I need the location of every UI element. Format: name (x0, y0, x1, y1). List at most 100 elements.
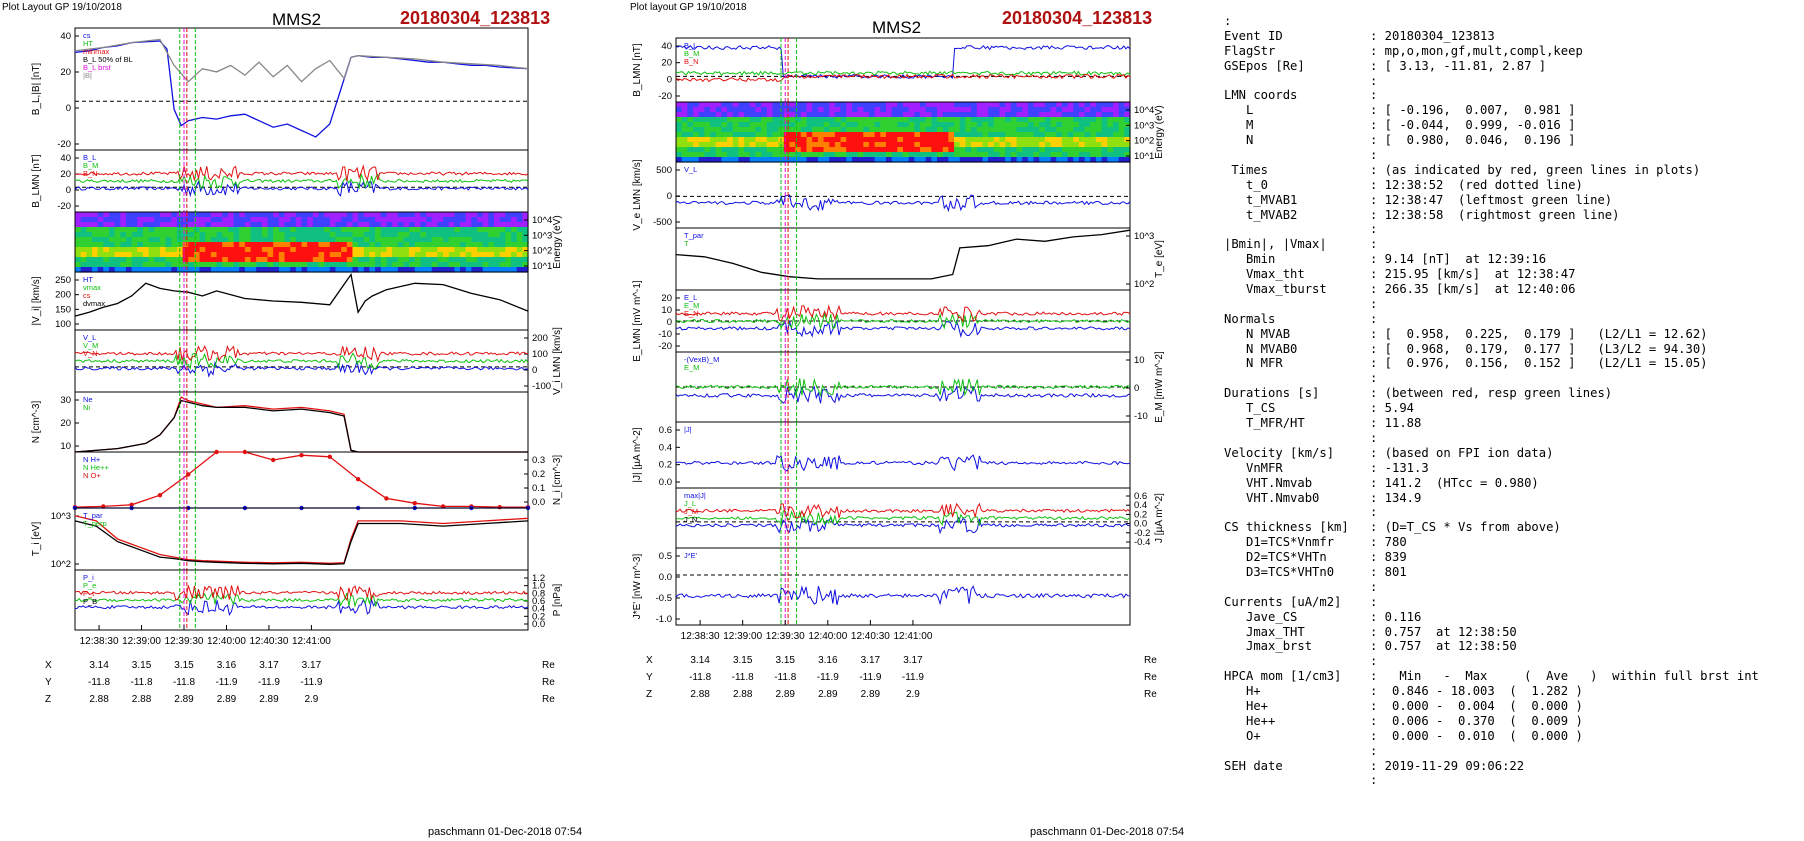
spectrogram-cell (278, 267, 286, 273)
spectrogram-cell (1044, 127, 1052, 133)
info-key: |Bmin|, |Vmax| (1224, 237, 1327, 252)
spectrogram-cell (800, 127, 808, 133)
spectrogram-cell (738, 132, 745, 138)
spectrogram-cell (477, 217, 484, 223)
spectrogram-cell (806, 117, 813, 123)
spectrogram-cell (880, 112, 887, 118)
spectrogram-cell (1118, 132, 1125, 138)
spectrogram-cell (863, 142, 870, 148)
spectrogram-cell (131, 232, 138, 238)
spectrogram-cell (312, 237, 320, 243)
spectrogram-cell (273, 227, 280, 233)
spectrogram-cell (727, 102, 734, 108)
spectrogram-cell (687, 112, 694, 118)
spectrogram-cell (789, 157, 796, 163)
spectrogram-cell (738, 112, 745, 118)
spectrogram-cell (1044, 152, 1052, 158)
spectrogram-cell (244, 252, 252, 258)
spectrogram-cell (307, 252, 314, 258)
spectrogram-cell (329, 222, 337, 228)
spectrogram-cell (380, 232, 388, 238)
spectrogram-cell (800, 117, 808, 123)
spectrogram-cell (210, 257, 218, 263)
info-key: T_CS (1224, 401, 1276, 416)
spectrogram-cell (80, 232, 87, 238)
spectrogram-cell (908, 152, 915, 158)
spectrogram-cell (880, 117, 887, 123)
spectrogram-cell (397, 217, 405, 223)
spectrogram-cell (176, 227, 184, 233)
spectrogram-cell (324, 267, 331, 273)
spectrogram-cell (324, 212, 331, 218)
spectrogram-cell (460, 232, 467, 238)
spectrogram-cell (386, 212, 393, 218)
y-tick-label: 20 (661, 58, 672, 69)
spectrogram-cell (1050, 132, 1057, 138)
spectrogram-cell (91, 247, 99, 253)
spectrogram-cell (693, 122, 700, 128)
spectrogram-cell (988, 132, 995, 138)
spectrogram-cell (284, 267, 291, 273)
spectrogram-cell (976, 117, 984, 123)
spectrogram-cell (443, 257, 450, 263)
spectrogram-cell (312, 262, 320, 268)
spectrogram-cell (97, 267, 104, 273)
spectrogram-cell (1084, 122, 1091, 128)
spectrogram-cell (108, 242, 116, 248)
spectrogram-cell (426, 232, 433, 238)
spectrogram-cell (108, 237, 116, 243)
spectrogram-cell (301, 227, 308, 233)
spectrogram-cell (312, 252, 320, 258)
spectrogram-cell (499, 247, 506, 253)
spectrogram-cell (1112, 112, 1120, 118)
spectrogram-cell (1078, 107, 1086, 113)
spectrogram-cell (256, 257, 263, 263)
spectrogram-cell (761, 132, 768, 138)
spectrogram-cell (318, 252, 325, 258)
spectrogram-cell (477, 227, 484, 233)
info-line: Velocity [km/s]: (based on FPI ion data) (1224, 446, 1759, 461)
spectrogram-cell (142, 262, 150, 268)
legend-entry: Ni (83, 403, 90, 412)
spectrogram-cell (108, 267, 116, 273)
trace-line (675, 502, 1131, 519)
spectrogram-cell (885, 102, 893, 108)
spectrogram-cell (227, 242, 235, 248)
spectrogram-cell (885, 147, 893, 153)
spectrogram-cell (301, 252, 308, 258)
spectrogram-cell (426, 242, 433, 248)
info-line: : (1224, 773, 1759, 788)
spectrogram-cell (414, 227, 422, 233)
spectrogram-cell (505, 212, 512, 218)
spectrogram-cell (482, 222, 489, 228)
legend-entry: |J| (684, 425, 692, 434)
spectrogram-cell (346, 242, 354, 248)
info-line: SEH date: 2019-11-29 09:06:22 (1224, 759, 1759, 774)
spectrogram-cell (256, 237, 263, 243)
spectrogram-cell (1022, 102, 1029, 108)
spectrogram-cell (176, 257, 184, 263)
spectrogram-cell (880, 102, 887, 108)
spectrogram-cell (414, 252, 422, 258)
spectrogram-cell (182, 252, 189, 258)
spectrogram-cell (817, 147, 825, 153)
spectrogram-cell (925, 147, 932, 153)
spectrogram-cell (823, 122, 830, 128)
spectrogram-cell (1084, 147, 1091, 153)
spectrogram-cell (188, 252, 195, 258)
spectrogram-cell (397, 232, 405, 238)
info-line: : (1224, 222, 1759, 237)
spectrogram-cell (1078, 117, 1086, 123)
series-line (74, 451, 528, 508)
spectrogram-cell (727, 147, 734, 153)
spectrogram-cell (812, 152, 819, 158)
spectrogram-cell (494, 257, 501, 263)
trace-line (676, 510, 1131, 526)
spectrogram-cell (1016, 102, 1023, 108)
spectrogram-cell (1050, 102, 1057, 108)
x-tick-label: 12:40:00 (808, 631, 847, 642)
spectrogram-cell (755, 137, 762, 143)
spectrogram-cell (80, 267, 87, 273)
spectrogram-cell (80, 262, 87, 268)
spectrogram-cell (1095, 157, 1103, 163)
